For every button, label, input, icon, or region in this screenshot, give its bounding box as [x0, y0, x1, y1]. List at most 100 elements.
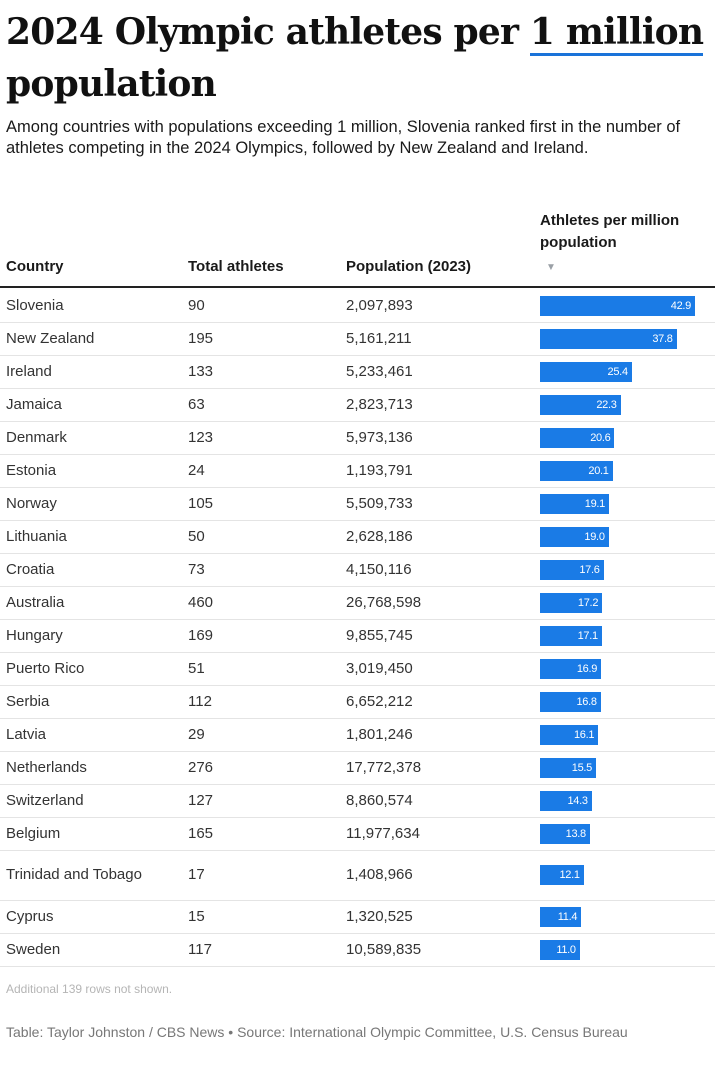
per-million-bar: 16.8 [540, 691, 601, 712]
table-row: Latvia 29 1,801,246 16.1 [0, 718, 715, 752]
per-million-bar: 37.8 [540, 328, 677, 349]
title-highlight: 1 million [529, 11, 704, 56]
total-athletes-cell: 123 [188, 428, 214, 446]
country-cell: Switzerland [6, 791, 84, 809]
population-cell: 1,193,791 [346, 461, 413, 479]
per-million-bar: 17.1 [540, 625, 602, 646]
population-cell: 3,019,450 [346, 659, 413, 677]
country-cell: Puerto Rico [6, 659, 85, 677]
country-cell: Cyprus [6, 907, 54, 925]
total-athletes-cell: 90 [188, 296, 205, 314]
sort-descending-icon: ▼ [546, 262, 556, 273]
population-cell: 17,772,378 [346, 758, 422, 776]
country-cell: Estonia [6, 461, 57, 479]
table-row: Belgium 165 11,977,634 13.8 [0, 817, 715, 851]
table-row: Lithuania 50 2,628,186 19.0 [0, 520, 715, 554]
population-cell: 8,860,574 [346, 791, 413, 809]
per-million-bar: 13.8 [540, 823, 590, 844]
per-million-bar: 16.9 [540, 658, 602, 679]
table-row: New Zealand 195 5,161,211 37.8 [0, 322, 715, 356]
total-athletes-cell: 460 [188, 593, 214, 611]
total-athletes-cell: 51 [188, 659, 205, 677]
population-cell: 5,509,733 [346, 494, 413, 512]
per-million-bar: 22.3 [540, 394, 621, 415]
country-cell: Australia [6, 593, 65, 611]
per-million-bar: 17.2 [540, 592, 603, 613]
table-row: Serbia 112 6,652,212 16.8 [0, 685, 715, 719]
per-million-bar: 20.6 [540, 427, 615, 448]
population-cell: 4,150,116 [346, 560, 412, 578]
table-row: Estonia 24 1,193,791 20.1 [0, 454, 715, 488]
total-athletes-cell: 165 [188, 824, 214, 842]
total-athletes-cell: 112 [188, 692, 212, 710]
country-cell: Denmark [6, 428, 67, 446]
table-row: Hungary 169 9,855,745 17.1 [0, 619, 715, 653]
column-header-country[interactable]: Country [6, 258, 64, 275]
population-cell: 5,973,136 [346, 428, 413, 446]
per-million-bar: 12.1 [540, 865, 584, 885]
total-athletes-cell: 17 [188, 866, 205, 883]
total-athletes-cell: 73 [188, 560, 205, 578]
population-cell: 1,408,966 [346, 866, 413, 883]
table-row: Netherlands 276 17,772,378 15.5 [0, 751, 715, 785]
per-million-bar: 16.1 [540, 724, 599, 745]
country-cell: Jamaica [6, 395, 62, 413]
population-cell: 2,097,893 [346, 296, 413, 314]
population-cell: 26,768,598 [346, 593, 422, 611]
per-million-bar: 15.5 [540, 757, 596, 778]
country-cell: Ireland [6, 362, 52, 380]
title-text: 2024 Olympic athletes per [6, 11, 530, 53]
population-cell: 2,628,186 [346, 527, 413, 545]
country-cell: Croatia [6, 560, 55, 578]
country-cell: Trinidad and Tobago [6, 866, 142, 883]
population-cell: 5,161,211 [346, 329, 412, 347]
column-header-total-athletes[interactable]: Total athletes [188, 258, 284, 275]
country-cell: Sweden [6, 940, 61, 958]
per-million-bar: 42.9 [540, 295, 695, 316]
total-athletes-cell: 133 [188, 362, 214, 380]
column-header-population[interactable]: Population (2023) [346, 258, 472, 275]
table-row: Australia 460 26,768,598 17.2 [0, 586, 715, 620]
per-million-bar: 19.0 [540, 526, 609, 547]
country-cell: Belgium [6, 824, 61, 842]
total-athletes-cell: 117 [188, 940, 212, 958]
table-row: Denmark 123 5,973,136 20.6 [0, 421, 715, 455]
table-row: Sweden 117 10,589,835 11.0 [0, 933, 715, 967]
country-cell: New Zealand [6, 329, 95, 347]
total-athletes-cell: 105 [188, 494, 214, 512]
table-row: Switzerland 127 8,860,574 14.3 [0, 784, 715, 818]
population-cell: 1,801,246 [346, 725, 413, 743]
subtitle: Among countries with populations exceedi… [6, 118, 681, 157]
table-row: Slovenia 90 2,097,893 42.9 [0, 289, 715, 323]
rows-not-shown-note: Additional 139 rows not shown. [6, 982, 173, 996]
total-athletes-cell: 195 [188, 329, 214, 347]
population-cell: 10,589,835 [346, 940, 422, 958]
table-row: Trinidad and Tobago 17 1,408,966 12.1 [0, 850, 715, 901]
total-athletes-cell: 24 [188, 461, 205, 479]
population-cell: 5,233,461 [346, 362, 413, 380]
table-row: Croatia 73 4,150,116 17.6 [0, 553, 715, 587]
population-cell: 2,823,713 [346, 395, 413, 413]
total-athletes-cell: 29 [188, 725, 205, 743]
total-athletes-cell: 276 [188, 758, 214, 776]
table-row: Puerto Rico 51 3,019,450 16.9 [0, 652, 715, 686]
country-cell: Serbia [6, 692, 50, 710]
country-cell: Netherlands [6, 758, 87, 776]
title-text-end: population [6, 63, 217, 105]
page-title: 2024 Olympic athletes per 1 million popu… [6, 6, 706, 110]
population-cell: 9,855,745 [346, 626, 413, 644]
population-cell: 6,652,212 [346, 692, 413, 710]
per-million-bar: 14.3 [540, 790, 592, 811]
table-row: Norway 105 5,509,733 19.1 [0, 487, 715, 521]
total-athletes-cell: 50 [188, 527, 205, 545]
country-cell: Norway [6, 494, 57, 512]
country-cell: Hungary [6, 626, 63, 644]
country-cell: Latvia [6, 725, 47, 743]
total-athletes-cell: 127 [188, 791, 214, 809]
column-header-athletes-per-million[interactable]: Athletes per million population [540, 212, 680, 251]
per-million-bar: 11.4 [540, 906, 582, 927]
total-athletes-cell: 63 [188, 395, 205, 413]
country-cell: Slovenia [6, 296, 64, 314]
table-row: Cyprus 15 1,320,525 11.4 [0, 900, 715, 934]
total-athletes-cell: 169 [188, 626, 214, 644]
